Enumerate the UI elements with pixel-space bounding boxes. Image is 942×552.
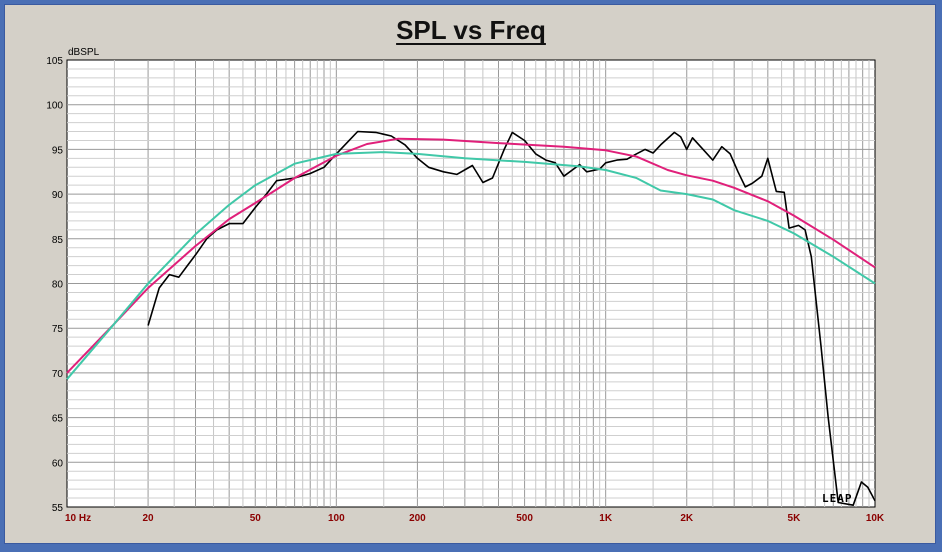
x-tick-label: 10 Hz — [65, 513, 91, 524]
leap-logo: LEAP — [822, 492, 853, 505]
y-tick-label: 80 — [52, 280, 64, 291]
y-tick-label: 65 — [52, 414, 64, 425]
series-line-teal-curve — [66, 151, 876, 380]
y-tick-label: 95 — [52, 145, 64, 156]
x-tick-label: 1K — [599, 513, 613, 524]
x-tick-label: 500 — [516, 513, 533, 524]
y-tick-label: 85 — [52, 235, 64, 246]
y-tick-label: 55 — [52, 503, 64, 514]
series-line-black-curve — [147, 130, 876, 507]
y-axis-unit-label: dBSPL — [68, 47, 100, 58]
x-tick-label: 5K — [788, 513, 802, 524]
y-tick-label: 100 — [46, 101, 63, 112]
x-tick-label: 20 — [143, 513, 155, 524]
x-tick-label: 100 — [328, 513, 345, 524]
y-tick-label: 75 — [52, 324, 64, 335]
x-tick-label: 2K — [680, 513, 694, 524]
x-tick-label: 200 — [409, 513, 426, 524]
x-tick-label: 50 — [250, 513, 262, 524]
series-layer — [66, 130, 876, 507]
y-tick-label: 90 — [52, 190, 64, 201]
chart-title: SPL vs Freq — [396, 15, 546, 45]
y-tick-label: 105 — [46, 56, 63, 67]
series-line-magenta-curve — [66, 137, 876, 374]
y-tick-label: 70 — [52, 369, 64, 380]
x-tick-label: 10K — [866, 513, 885, 524]
y-tick-label: 60 — [52, 458, 64, 469]
